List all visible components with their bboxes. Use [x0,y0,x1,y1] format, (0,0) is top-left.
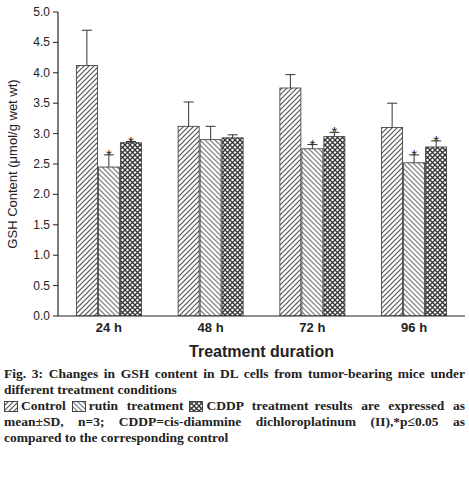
legend-swatch [72,401,86,412]
bar [200,140,221,316]
y-tick-label: 0.5 [33,279,50,293]
legend-swatch [189,401,203,412]
y-tick-label: 0.0 [33,309,50,323]
error-stem [290,75,291,88]
error-cap [206,126,216,127]
bar [426,147,447,316]
error-stem [210,126,211,139]
error-cap [82,30,92,31]
x-tick-label: 96 h [401,320,427,335]
y-tick-label: 2.5 [33,157,50,171]
error-bar [82,30,92,65]
legend-swatch-rect [190,402,203,412]
bar [76,66,97,316]
error-bar [387,103,397,127]
chart: 0.0 0.5 1.0 1.5 2.0 2.5 3.0 3.5 4.0 4.5 5.0 24 h 48 … [0,0,469,366]
error-bar [206,126,216,139]
y-tick-label: 1.5 [33,218,50,232]
legend-label: Control [21,398,66,413]
y-axis-label: GSH Content (μmol/g wet wt) [5,79,20,248]
y-tick [53,133,58,134]
x-tick-label: 24 h [96,320,122,335]
legend-label: rutin treatment [89,398,184,413]
y-axis [57,12,58,316]
y-tick-label: 1.0 [33,248,50,262]
bar [178,126,199,316]
error-cap [387,103,397,104]
y-tick [53,285,58,286]
error-stem [392,103,393,127]
error-stem [188,102,189,126]
bar [222,138,243,316]
y-tick-label: 3.0 [33,127,50,141]
y-tick [53,72,58,73]
significance-mark: * [128,133,134,150]
significance-mark: * [433,132,439,149]
x-axis-label: Treatment duration [189,343,334,360]
y-tick [53,42,58,43]
significance-mark: * [331,123,337,140]
bar [324,137,345,316]
legend-label: CDDP treatment [206,398,308,413]
y-tick-label: 4.5 [33,35,50,49]
caption: Fig. 3: Changes in GSH content in DL cel… [4,366,465,398]
legend-swatch [4,401,18,412]
y-tick-label: 2.0 [33,187,50,201]
x-tick-label: 72 h [299,320,325,335]
error-stem [86,30,87,65]
legend: Controlrutin treatmentCDDP treatmentresu… [4,398,465,446]
y-tick-label: 4.0 [33,66,50,80]
x-axis [58,315,465,316]
bar [382,128,403,316]
legend-swatch-rect [72,402,85,412]
y-tick [53,255,58,256]
error-bar [184,102,194,126]
error-cap [228,134,238,135]
significance-mark: * [309,136,315,153]
error-bar [228,135,238,138]
y-tick [53,12,58,13]
significance-mark: * [411,146,417,163]
y-tick-label: 5.0 [33,5,50,19]
error-bar [285,75,295,88]
caption-block: Fig. 3: Changes in GSH content in DL cel… [0,366,469,446]
y-tick-label: 3.5 [33,96,50,110]
x-tick-label: 48 h [198,320,224,335]
y-tick [53,194,58,195]
legend-swatch-rect [5,402,18,412]
y-tick [53,164,58,165]
bar [280,88,301,316]
bars [76,30,446,316]
bar [98,167,119,316]
y-tick [53,316,58,317]
bar [120,143,141,316]
error-cap [285,74,295,75]
y-tick [53,224,58,225]
bar [404,163,425,316]
bar [302,149,323,316]
y-tick [53,103,58,104]
error-cap [184,101,194,102]
significance-mark: * [106,146,112,163]
